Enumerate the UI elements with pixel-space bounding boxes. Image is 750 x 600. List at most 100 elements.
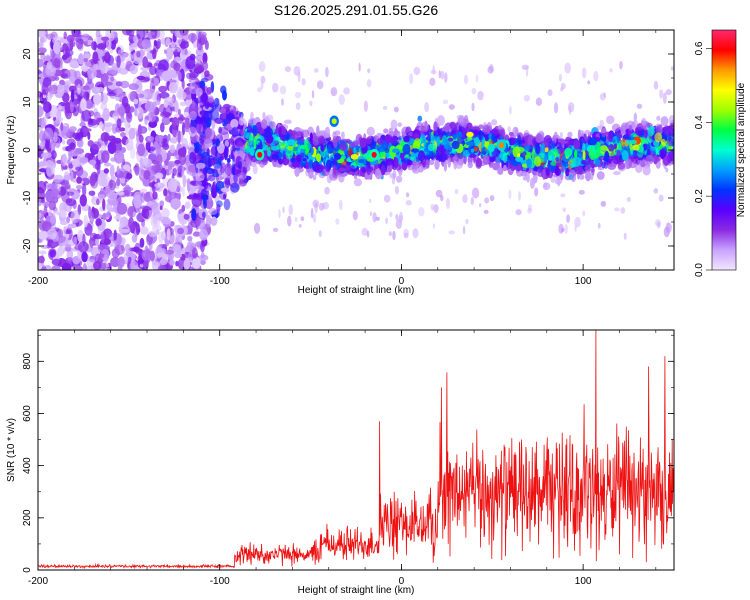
spectrogram-cell <box>70 210 80 224</box>
spectrogram-cell <box>598 155 606 161</box>
spectrogram-cell <box>477 90 484 101</box>
spectrogram-cell <box>156 252 165 258</box>
spectrogram-cell <box>66 248 74 262</box>
spectrogram-cell <box>284 66 291 73</box>
spectrogram-cell <box>434 159 440 170</box>
spectrogram-cell <box>74 244 83 251</box>
spectrogram-cell <box>195 180 202 186</box>
spectrogram-cell <box>451 140 460 150</box>
spectrogram-cell <box>237 177 248 184</box>
spectrogram-cell <box>324 138 331 146</box>
spectrogram-cell <box>382 105 388 110</box>
spectrogram-cell <box>589 159 594 168</box>
spectrogram-cell <box>170 198 181 210</box>
spectrogram-cell <box>670 66 674 71</box>
spectrogram-cell <box>368 198 372 203</box>
spectrogram-cell <box>64 101 71 114</box>
snr-y-tick-label: 600 <box>22 405 33 422</box>
spectrogram-cell <box>82 263 88 270</box>
spectrogram-cell <box>83 57 89 62</box>
spectrogram-cell <box>403 157 410 164</box>
spectrogram-cell <box>50 212 56 224</box>
spectrogram-cell <box>41 36 47 43</box>
spectrogram-cell <box>202 52 208 65</box>
spectrogram-cell <box>196 217 201 227</box>
spectrogram-cell <box>142 208 150 219</box>
spectrogram-cell <box>659 89 664 99</box>
spectrogram-cell <box>665 89 672 96</box>
spectrogram-cell <box>95 87 105 93</box>
spectrogram-cell <box>189 110 197 121</box>
spectrogram-cell <box>584 171 592 182</box>
spectrogram-cell <box>76 176 82 184</box>
spectrogram-cell <box>164 249 175 255</box>
spectrogram-cell <box>316 125 320 137</box>
spectrogram-cell <box>380 164 386 176</box>
spectrogram-cell <box>183 111 189 117</box>
spectrogram-cell <box>220 187 230 193</box>
spectrogram-cell <box>529 177 535 189</box>
spectrogram-cell <box>440 70 445 80</box>
spectrogram-cell <box>363 100 369 112</box>
spectrogram-cell <box>436 136 441 147</box>
spectrogram-cell <box>87 66 97 80</box>
spectrogram-cell <box>626 196 631 202</box>
spectrogram-cell <box>545 167 550 176</box>
spectrogram-cell <box>338 94 345 106</box>
spectrogram-cell <box>53 210 63 215</box>
spectrogram-cell <box>83 214 89 228</box>
spectrogram-cell <box>233 172 238 184</box>
spectrogram-cell <box>448 230 455 235</box>
spectrogram-cell <box>74 70 81 80</box>
spectrogram-cell <box>57 84 65 97</box>
spectrogram-cell <box>440 144 445 155</box>
spectrogram-cell <box>100 92 109 105</box>
colorbar-scale <box>712 30 736 270</box>
spectrogram-cell <box>73 236 78 246</box>
spectrogram-cell <box>110 31 118 39</box>
spectrogram-cell <box>230 118 239 129</box>
spectrogram-cell <box>535 134 540 143</box>
spectrogram-cell <box>489 64 494 72</box>
spectrogram-cell <box>200 241 205 253</box>
spectrogram-cell <box>556 142 562 149</box>
spectrogram-cell <box>76 83 81 95</box>
spectrogram-cell <box>113 215 121 220</box>
spectrogram-cell <box>159 257 168 266</box>
spectrogram-cell <box>211 188 217 199</box>
spectrogram-cell <box>207 158 212 168</box>
spectrogram-cell <box>238 172 247 180</box>
spectrogram-cell <box>331 118 337 125</box>
spectrogram-cell <box>465 141 474 146</box>
spectrogram-cell <box>52 35 63 45</box>
spectrogram-cell <box>184 201 191 210</box>
spectrogram-cell <box>110 256 121 268</box>
figure-title: S126.2025.291.01.55.G26 <box>274 2 438 18</box>
spectrogram-cell <box>104 51 111 64</box>
spectrogram-cell <box>80 98 87 112</box>
spectrogram-cell <box>316 80 324 90</box>
spectrogram-cell <box>436 115 445 126</box>
spectrogram-cell <box>139 188 147 195</box>
spectrogram-cell <box>574 216 581 228</box>
snr-series-line <box>38 330 674 570</box>
spectrogram-cell <box>173 62 181 72</box>
spectrogram-cell <box>200 93 206 104</box>
spectrogram-cell <box>61 139 66 145</box>
spectrogram-cell <box>312 135 320 146</box>
spectrogram-cell <box>179 114 184 119</box>
spectrogram-cell <box>581 67 587 79</box>
spectrogram-cell <box>101 150 110 164</box>
spectrogram-cell <box>184 117 190 130</box>
spectrogram-cell <box>102 107 110 122</box>
spectrogram-cell <box>236 141 244 149</box>
spectrogram-cell <box>51 258 62 266</box>
spectrogram-cell <box>574 165 583 175</box>
spectrogram-cell <box>153 77 160 87</box>
spectrogram-cell <box>40 50 46 62</box>
spectrogram-cell <box>170 41 176 49</box>
spectrogram-cell <box>117 106 126 117</box>
spectrogram-cell <box>208 208 218 216</box>
spectrogram-cell <box>177 235 183 248</box>
spectrogram-cell <box>38 124 44 131</box>
